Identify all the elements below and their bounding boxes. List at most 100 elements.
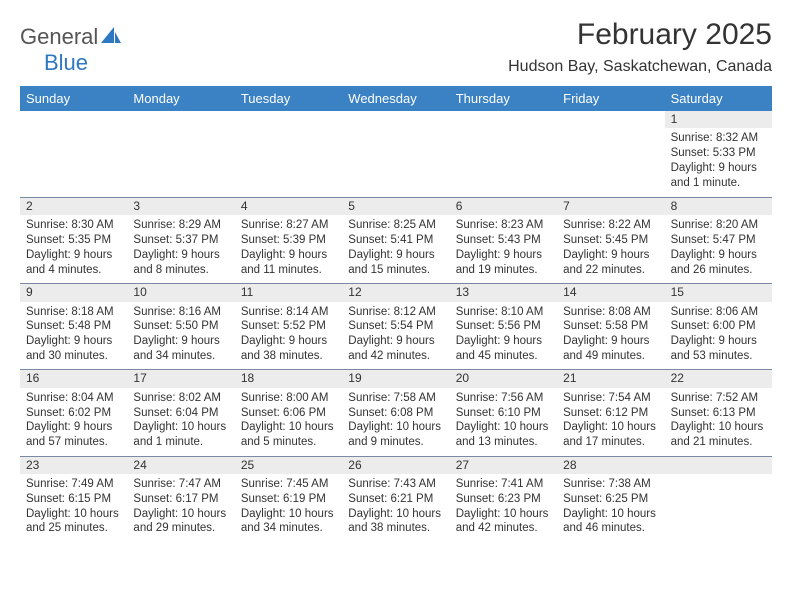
sunset-text: Sunset: 5:45 PM xyxy=(563,233,658,248)
header: General Blue February 2025 Hudson Bay, S… xyxy=(20,18,772,76)
day-number: 21 xyxy=(557,369,664,387)
daylight-text: Daylight: 10 hours and 34 minutes. xyxy=(241,507,336,536)
sunrise-text: Sunrise: 8:16 AM xyxy=(133,305,228,320)
sunset-text: Sunset: 6:19 PM xyxy=(241,492,336,507)
title-block: February 2025 Hudson Bay, Saskatchewan, … xyxy=(508,18,772,76)
col-header-tuesday: Tuesday xyxy=(235,86,342,111)
day-number: 6 xyxy=(450,197,557,215)
sunset-text: Sunset: 5:39 PM xyxy=(241,233,336,248)
calendar-day: 15Sunrise: 8:06 AMSunset: 6:00 PMDayligh… xyxy=(665,283,772,369)
day-number: 3 xyxy=(127,197,234,215)
day-number: 20 xyxy=(450,369,557,387)
calendar-day: 1Sunrise: 8:32 AMSunset: 5:33 PMDaylight… xyxy=(665,111,772,197)
day-number: 24 xyxy=(127,456,234,474)
sunrise-text: Sunrise: 7:38 AM xyxy=(563,477,658,492)
logo-word-blue: Blue xyxy=(44,50,88,75)
calendar-day-empty xyxy=(557,111,664,197)
calendar-day: 4Sunrise: 8:27 AMSunset: 5:39 PMDaylight… xyxy=(235,197,342,283)
daylight-text: Daylight: 10 hours and 25 minutes. xyxy=(26,507,121,536)
calendar-header-row: Sunday Monday Tuesday Wednesday Thursday… xyxy=(20,86,772,111)
daylight-text: Daylight: 10 hours and 29 minutes. xyxy=(133,507,228,536)
day-number: 27 xyxy=(450,456,557,474)
day-number xyxy=(450,111,557,129)
calendar-day-empty xyxy=(342,111,449,197)
daylight-text: Daylight: 9 hours and 11 minutes. xyxy=(241,248,336,277)
day-number xyxy=(665,456,772,474)
daylight-text: Daylight: 9 hours and 26 minutes. xyxy=(671,248,766,277)
sunrise-text: Sunrise: 8:04 AM xyxy=(26,391,121,406)
sunset-text: Sunset: 5:54 PM xyxy=(348,319,443,334)
calendar-day: 25Sunrise: 7:45 AMSunset: 6:19 PMDayligh… xyxy=(235,456,342,542)
calendar-day: 3Sunrise: 8:29 AMSunset: 5:37 PMDaylight… xyxy=(127,197,234,283)
sunset-text: Sunset: 6:23 PM xyxy=(456,492,551,507)
day-number xyxy=(20,111,127,129)
sunset-text: Sunset: 6:02 PM xyxy=(26,406,121,421)
day-number: 10 xyxy=(127,283,234,301)
sunset-text: Sunset: 6:00 PM xyxy=(671,319,766,334)
sunrise-text: Sunrise: 7:52 AM xyxy=(671,391,766,406)
day-number: 18 xyxy=(235,369,342,387)
month-title: February 2025 xyxy=(508,18,772,52)
daylight-text: Daylight: 9 hours and 45 minutes. xyxy=(456,334,551,363)
sunset-text: Sunset: 6:25 PM xyxy=(563,492,658,507)
sunrise-text: Sunrise: 8:27 AM xyxy=(241,218,336,233)
sunset-text: Sunset: 6:15 PM xyxy=(26,492,121,507)
daylight-text: Daylight: 9 hours and 22 minutes. xyxy=(563,248,658,277)
daylight-text: Daylight: 9 hours and 34 minutes. xyxy=(133,334,228,363)
sunrise-text: Sunrise: 8:14 AM xyxy=(241,305,336,320)
calendar-day: 14Sunrise: 8:08 AMSunset: 5:58 PMDayligh… xyxy=(557,283,664,369)
sunrise-text: Sunrise: 8:20 AM xyxy=(671,218,766,233)
sunrise-text: Sunrise: 7:54 AM xyxy=(563,391,658,406)
daylight-text: Daylight: 9 hours and 15 minutes. xyxy=(348,248,443,277)
daylight-text: Daylight: 9 hours and 53 minutes. xyxy=(671,334,766,363)
daylight-text: Daylight: 9 hours and 1 minute. xyxy=(671,161,766,190)
calendar-day: 17Sunrise: 8:02 AMSunset: 6:04 PMDayligh… xyxy=(127,369,234,455)
sunrise-text: Sunrise: 8:10 AM xyxy=(456,305,551,320)
day-number: 14 xyxy=(557,283,664,301)
calendar-body: 1Sunrise: 8:32 AMSunset: 5:33 PMDaylight… xyxy=(20,111,772,542)
day-number: 13 xyxy=(450,283,557,301)
day-number: 5 xyxy=(342,197,449,215)
daylight-text: Daylight: 9 hours and 42 minutes. xyxy=(348,334,443,363)
calendar: Sunday Monday Tuesday Wednesday Thursday… xyxy=(20,86,772,542)
calendar-day: 24Sunrise: 7:47 AMSunset: 6:17 PMDayligh… xyxy=(127,456,234,542)
day-number: 19 xyxy=(342,369,449,387)
sunset-text: Sunset: 5:47 PM xyxy=(671,233,766,248)
calendar-day-empty xyxy=(450,111,557,197)
sunrise-text: Sunrise: 8:06 AM xyxy=(671,305,766,320)
sunrise-text: Sunrise: 7:41 AM xyxy=(456,477,551,492)
calendar-day: 5Sunrise: 8:25 AMSunset: 5:41 PMDaylight… xyxy=(342,197,449,283)
sunset-text: Sunset: 5:43 PM xyxy=(456,233,551,248)
calendar-day: 2Sunrise: 8:30 AMSunset: 5:35 PMDaylight… xyxy=(20,197,127,283)
sunset-text: Sunset: 6:06 PM xyxy=(241,406,336,421)
day-number: 16 xyxy=(20,369,127,387)
calendar-week-row: 2Sunrise: 8:30 AMSunset: 5:35 PMDaylight… xyxy=(20,197,772,283)
day-number: 9 xyxy=(20,283,127,301)
sunset-text: Sunset: 6:13 PM xyxy=(671,406,766,421)
day-number: 17 xyxy=(127,369,234,387)
day-number: 28 xyxy=(557,456,664,474)
sunset-text: Sunset: 5:58 PM xyxy=(563,319,658,334)
calendar-day: 10 Sunrise: 8:16 AMSunset: 5:50 PMDayligh… xyxy=(127,283,234,369)
sunset-text: Sunset: 5:50 PM xyxy=(133,319,228,334)
logo-text-stack: General Blue xyxy=(20,24,122,76)
calendar-day: 27Sunrise: 7:41 AMSunset: 6:23 PMDayligh… xyxy=(450,456,557,542)
day-number: 23 xyxy=(20,456,127,474)
daylight-text: Daylight: 9 hours and 49 minutes. xyxy=(563,334,658,363)
sunrise-text: Sunrise: 8:30 AM xyxy=(26,218,121,233)
day-number xyxy=(557,111,664,129)
calendar-week-row: 9Sunrise: 8:18 AMSunset: 5:48 PMDaylight… xyxy=(20,283,772,369)
day-number: 26 xyxy=(342,456,449,474)
calendar-day: 7Sunrise: 8:22 AMSunset: 5:45 PMDaylight… xyxy=(557,197,664,283)
calendar-day: 18Sunrise: 8:00 AMSunset: 6:06 PMDayligh… xyxy=(235,369,342,455)
col-header-thursday: Thursday xyxy=(450,86,557,111)
sunset-text: Sunset: 6:08 PM xyxy=(348,406,443,421)
daylight-text: Daylight: 9 hours and 30 minutes. xyxy=(26,334,121,363)
calendar-day: 13Sunrise: 8:10 AMSunset: 5:56 PMDayligh… xyxy=(450,283,557,369)
daylight-text: Daylight: 10 hours and 17 minutes. xyxy=(563,420,658,449)
daylight-text: Daylight: 10 hours and 13 minutes. xyxy=(456,420,551,449)
daylight-text: Daylight: 9 hours and 38 minutes. xyxy=(241,334,336,363)
sunset-text: Sunset: 6:21 PM xyxy=(348,492,443,507)
daylight-text: Daylight: 10 hours and 1 minute. xyxy=(133,420,228,449)
sunrise-text: Sunrise: 7:43 AM xyxy=(348,477,443,492)
